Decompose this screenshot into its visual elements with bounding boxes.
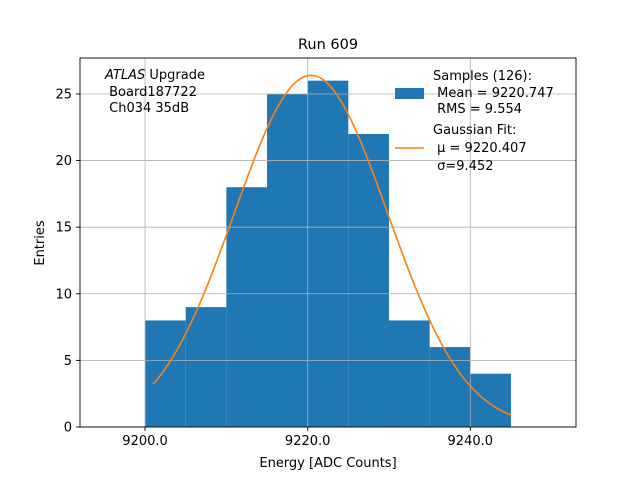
annotation-upgrade: Upgrade (145, 68, 205, 83)
annotation-line-1: ATLAS Upgrade (104, 68, 205, 83)
histogram-bar (307, 80, 349, 427)
plot-frame (79, 57, 577, 428)
legend-fit-line-1: Gaussian Fit: (433, 123, 516, 138)
legend: Samples (126): Mean = 9220.747 RMS = 9.5… (395, 69, 554, 174)
y-axis-ticks: 0 5 10 15 20 25 (55, 87, 80, 436)
chart-title: Run 609 (298, 37, 358, 53)
x-tick-label: 9240.0 (448, 434, 494, 449)
atlas-annotation: ATLAS Upgrade Board187722 Ch034 35dB (104, 68, 205, 116)
y-axis-label: Entries (33, 220, 48, 266)
histogram-bar (470, 373, 511, 427)
y-tick-label: 20 (55, 154, 72, 169)
histogram-bar (267, 93, 308, 428)
histogram-bar (388, 320, 430, 427)
x-axis-ticks: 9200.0 9220.0 9240.0 (122, 427, 493, 449)
x-tick-label: 9200.0 (122, 434, 168, 449)
histogram-bar (348, 133, 389, 428)
legend-fit-line-3: σ=9.452 (433, 159, 493, 174)
legend-histogram-line-1: Samples (126): (433, 69, 532, 84)
annotation-line-3: Ch034 35dB (105, 101, 189, 116)
histogram-bar (226, 187, 268, 427)
legend-histogram-line-3: RMS = 9.554 (433, 102, 522, 117)
y-tick-label: 5 (64, 354, 72, 369)
histogram-bar (145, 320, 186, 427)
legend-histogram-swatch (395, 88, 424, 99)
gaussian-fit-curve (152, 74, 512, 416)
annotation-atlas: ATLAS (104, 68, 145, 83)
y-tick-label: 0 (64, 421, 72, 436)
x-axis-label: Energy [ADC Counts] (259, 456, 396, 471)
x-tick-label: 9220.0 (285, 434, 331, 449)
y-tick-label: 15 (55, 221, 72, 236)
legend-fit-line-2: μ = 9220.407 (433, 141, 527, 156)
y-tick-label: 10 (55, 287, 72, 302)
histogram-bar (185, 307, 227, 427)
legend-histogram-line-2: Mean = 9220.747 (433, 86, 554, 101)
y-tick-label: 25 (55, 87, 72, 102)
annotation-line-2: Board187722 (105, 85, 197, 100)
